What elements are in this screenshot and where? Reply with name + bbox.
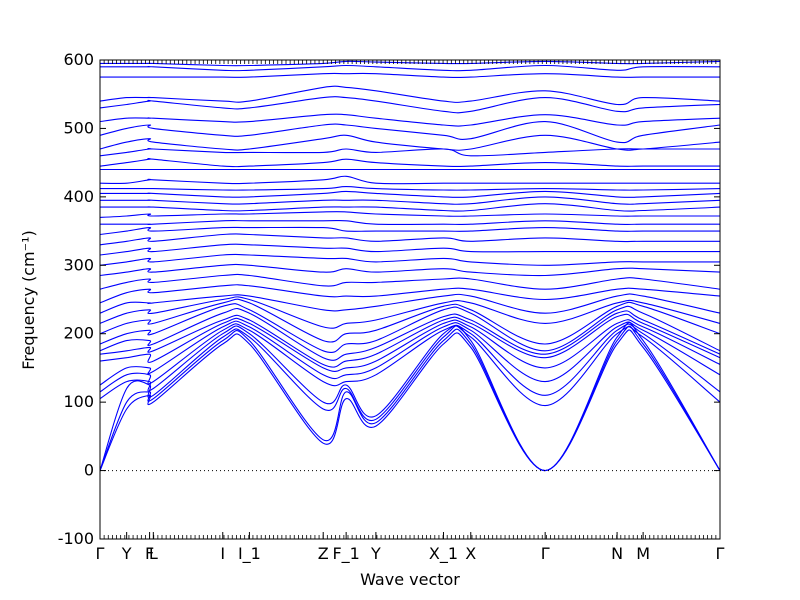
y-tick-label: 0 (84, 461, 94, 480)
x-axis-title: Wave vector (360, 570, 460, 589)
band-line-17 (99, 253, 720, 266)
x-tick-label: Γ (96, 544, 105, 563)
band-line-19 (99, 233, 720, 246)
x-tick-label: L (149, 544, 158, 563)
band-line-21 (99, 219, 720, 226)
y-tick-label: 500 (63, 118, 94, 137)
x-tick-label: Z (318, 544, 329, 563)
band-line-20 (99, 226, 720, 236)
band-line-15 (99, 273, 721, 290)
band-line-26 (100, 186, 721, 191)
band-line-36 (100, 72, 720, 79)
band-line-33 (99, 113, 721, 127)
band-line-7 (99, 317, 721, 373)
x-tick-label: I_1 (238, 544, 261, 564)
x-tick-label: F_1 (332, 544, 359, 564)
band-line-18 (99, 243, 720, 256)
band-line-37 (100, 64, 721, 72)
x-tick-label: Γ (541, 544, 550, 563)
band-line-11 (99, 298, 721, 345)
band-line-8 (99, 313, 721, 368)
band-line-9 (99, 307, 721, 361)
x-tick-label: F (145, 544, 154, 563)
band-line-24 (100, 196, 721, 205)
y-tick-label: 200 (63, 324, 94, 343)
band-line-27 (99, 175, 720, 185)
band-line-31 (99, 134, 721, 151)
x-tick-label: Γ (716, 544, 725, 563)
y-tick-label: 400 (63, 187, 94, 206)
band-line-22 (99, 211, 720, 218)
band-line-10 (99, 303, 721, 353)
band-line-35 (99, 85, 721, 106)
y-tick-label: 300 (63, 255, 94, 274)
band-line-32 (99, 121, 721, 144)
x-tick-label: N (611, 544, 623, 563)
band-line-14 (99, 284, 721, 304)
band-line-13 (99, 293, 721, 314)
x-axis-ticks: Γ Y FL I I_1 Z F_1 Y X_1 X Γ N M Γ (96, 60, 725, 564)
band-line-3 (99, 321, 721, 472)
y-tick-label: 100 (63, 392, 94, 411)
band-line-34 (99, 96, 721, 114)
x-tick-label: Y (370, 544, 381, 563)
band-line-5 (99, 323, 721, 396)
band-line-1 (99, 329, 721, 472)
y-tick-label: 600 (63, 50, 94, 69)
band-lines (99, 60, 721, 472)
y-axis-title: Frequency (cm⁻¹) (19, 230, 38, 369)
y-axis-ticks: -100 0 100 200 300 400 500 600 (58, 50, 720, 548)
band-line-30 (99, 148, 720, 157)
band-line-4 (99, 325, 721, 418)
band-line-6 (99, 320, 721, 386)
band-line-29 (99, 158, 720, 168)
band-line-12 (99, 296, 721, 329)
x-tick-label: X (465, 544, 476, 563)
band-line-16 (99, 263, 721, 277)
x-tick-label: Y (121, 544, 132, 563)
x-tick-label: X_1 (429, 544, 458, 564)
x-tick-label: M (636, 544, 650, 563)
band-line-23 (99, 203, 721, 212)
band-line-25 (100, 190, 721, 198)
y-tick-label: -100 (58, 529, 94, 548)
band-line-38 (100, 60, 721, 67)
band-line-2 (99, 325, 721, 472)
x-tick-label: I (220, 544, 225, 563)
